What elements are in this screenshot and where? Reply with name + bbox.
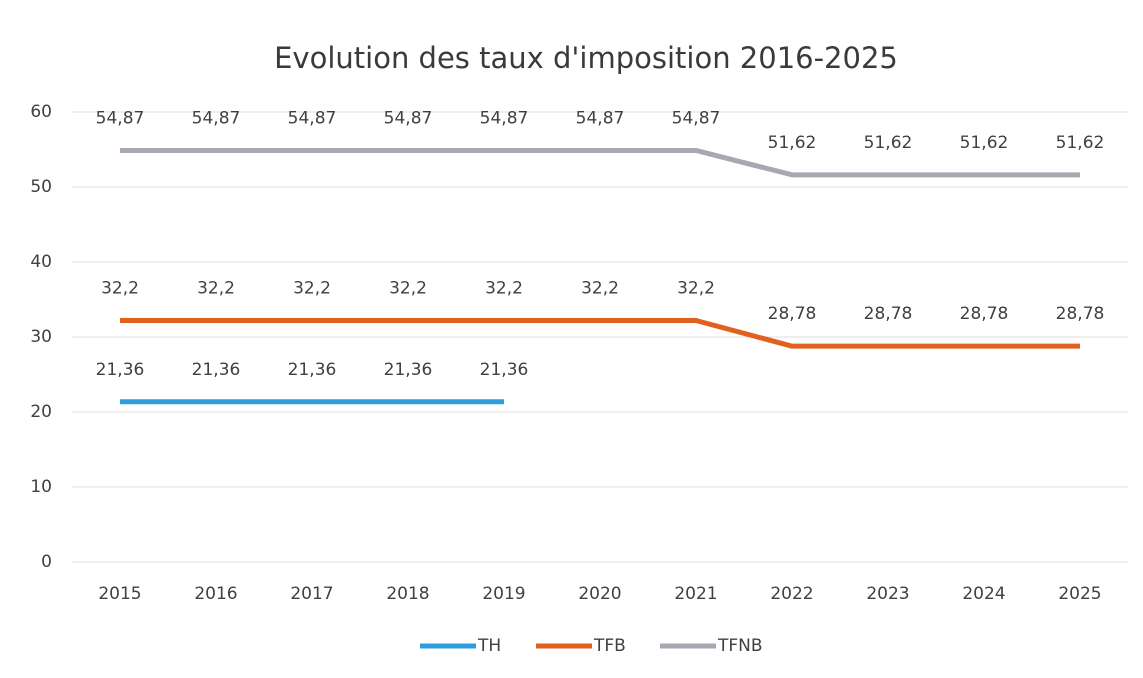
data-label: 54,87 bbox=[672, 108, 721, 128]
chart-title: Evolution des taux d'imposition 2016-202… bbox=[274, 41, 898, 75]
data-label: 21,36 bbox=[96, 360, 145, 380]
data-label: 21,36 bbox=[384, 360, 433, 380]
y-tick-label: 10 bbox=[30, 477, 52, 497]
legend-label: TH bbox=[477, 636, 501, 656]
series-line bbox=[120, 318, 1080, 349]
data-label: 54,87 bbox=[288, 108, 337, 128]
data-label: 32,2 bbox=[293, 279, 331, 299]
data-label: 54,87 bbox=[480, 108, 529, 128]
data-label: 21,36 bbox=[192, 360, 241, 380]
data-label: 51,62 bbox=[864, 133, 913, 153]
data-label: 32,2 bbox=[197, 279, 235, 299]
data-label: 21,36 bbox=[288, 360, 337, 380]
series-line bbox=[120, 147, 1080, 178]
x-tick-label: 2024 bbox=[962, 584, 1005, 604]
x-tick-label: 2023 bbox=[866, 584, 909, 604]
data-label: 54,87 bbox=[384, 108, 433, 128]
y-tick-label: 60 bbox=[30, 102, 52, 122]
y-tick-label: 30 bbox=[30, 327, 52, 347]
data-label: 32,2 bbox=[677, 279, 715, 299]
x-tick-label: 2018 bbox=[386, 584, 429, 604]
x-tick-label: 2025 bbox=[1058, 584, 1101, 604]
data-label: 32,2 bbox=[101, 279, 139, 299]
data-label: 32,2 bbox=[581, 279, 619, 299]
y-tick-label: 0 bbox=[41, 552, 52, 572]
x-tick-label: 2019 bbox=[482, 584, 525, 604]
data-label: 21,36 bbox=[480, 360, 529, 380]
data-label: 28,78 bbox=[1056, 304, 1105, 324]
x-tick-label: 2021 bbox=[674, 584, 717, 604]
x-tick-label: 2020 bbox=[578, 584, 621, 604]
y-tick-label: 50 bbox=[30, 177, 52, 197]
data-label: 32,2 bbox=[389, 279, 427, 299]
data-label: 51,62 bbox=[960, 133, 1009, 153]
data-label: 28,78 bbox=[960, 304, 1009, 324]
y-tick-label: 20 bbox=[30, 402, 52, 422]
data-label: 28,78 bbox=[864, 304, 913, 324]
x-tick-label: 2022 bbox=[770, 584, 813, 604]
data-label: 54,87 bbox=[96, 108, 145, 128]
data-label: 51,62 bbox=[768, 133, 817, 153]
data-label: 54,87 bbox=[192, 108, 241, 128]
legend-label: TFB bbox=[593, 636, 626, 656]
data-label: 54,87 bbox=[576, 108, 625, 128]
legend-label: TFNB bbox=[717, 636, 763, 656]
data-label: 32,2 bbox=[485, 279, 523, 299]
x-tick-label: 2017 bbox=[290, 584, 333, 604]
data-label: 28,78 bbox=[768, 304, 817, 324]
x-tick-label: 2015 bbox=[98, 584, 141, 604]
x-tick-label: 2016 bbox=[194, 584, 237, 604]
y-tick-label: 40 bbox=[30, 252, 52, 272]
data-label: 51,62 bbox=[1056, 133, 1105, 153]
